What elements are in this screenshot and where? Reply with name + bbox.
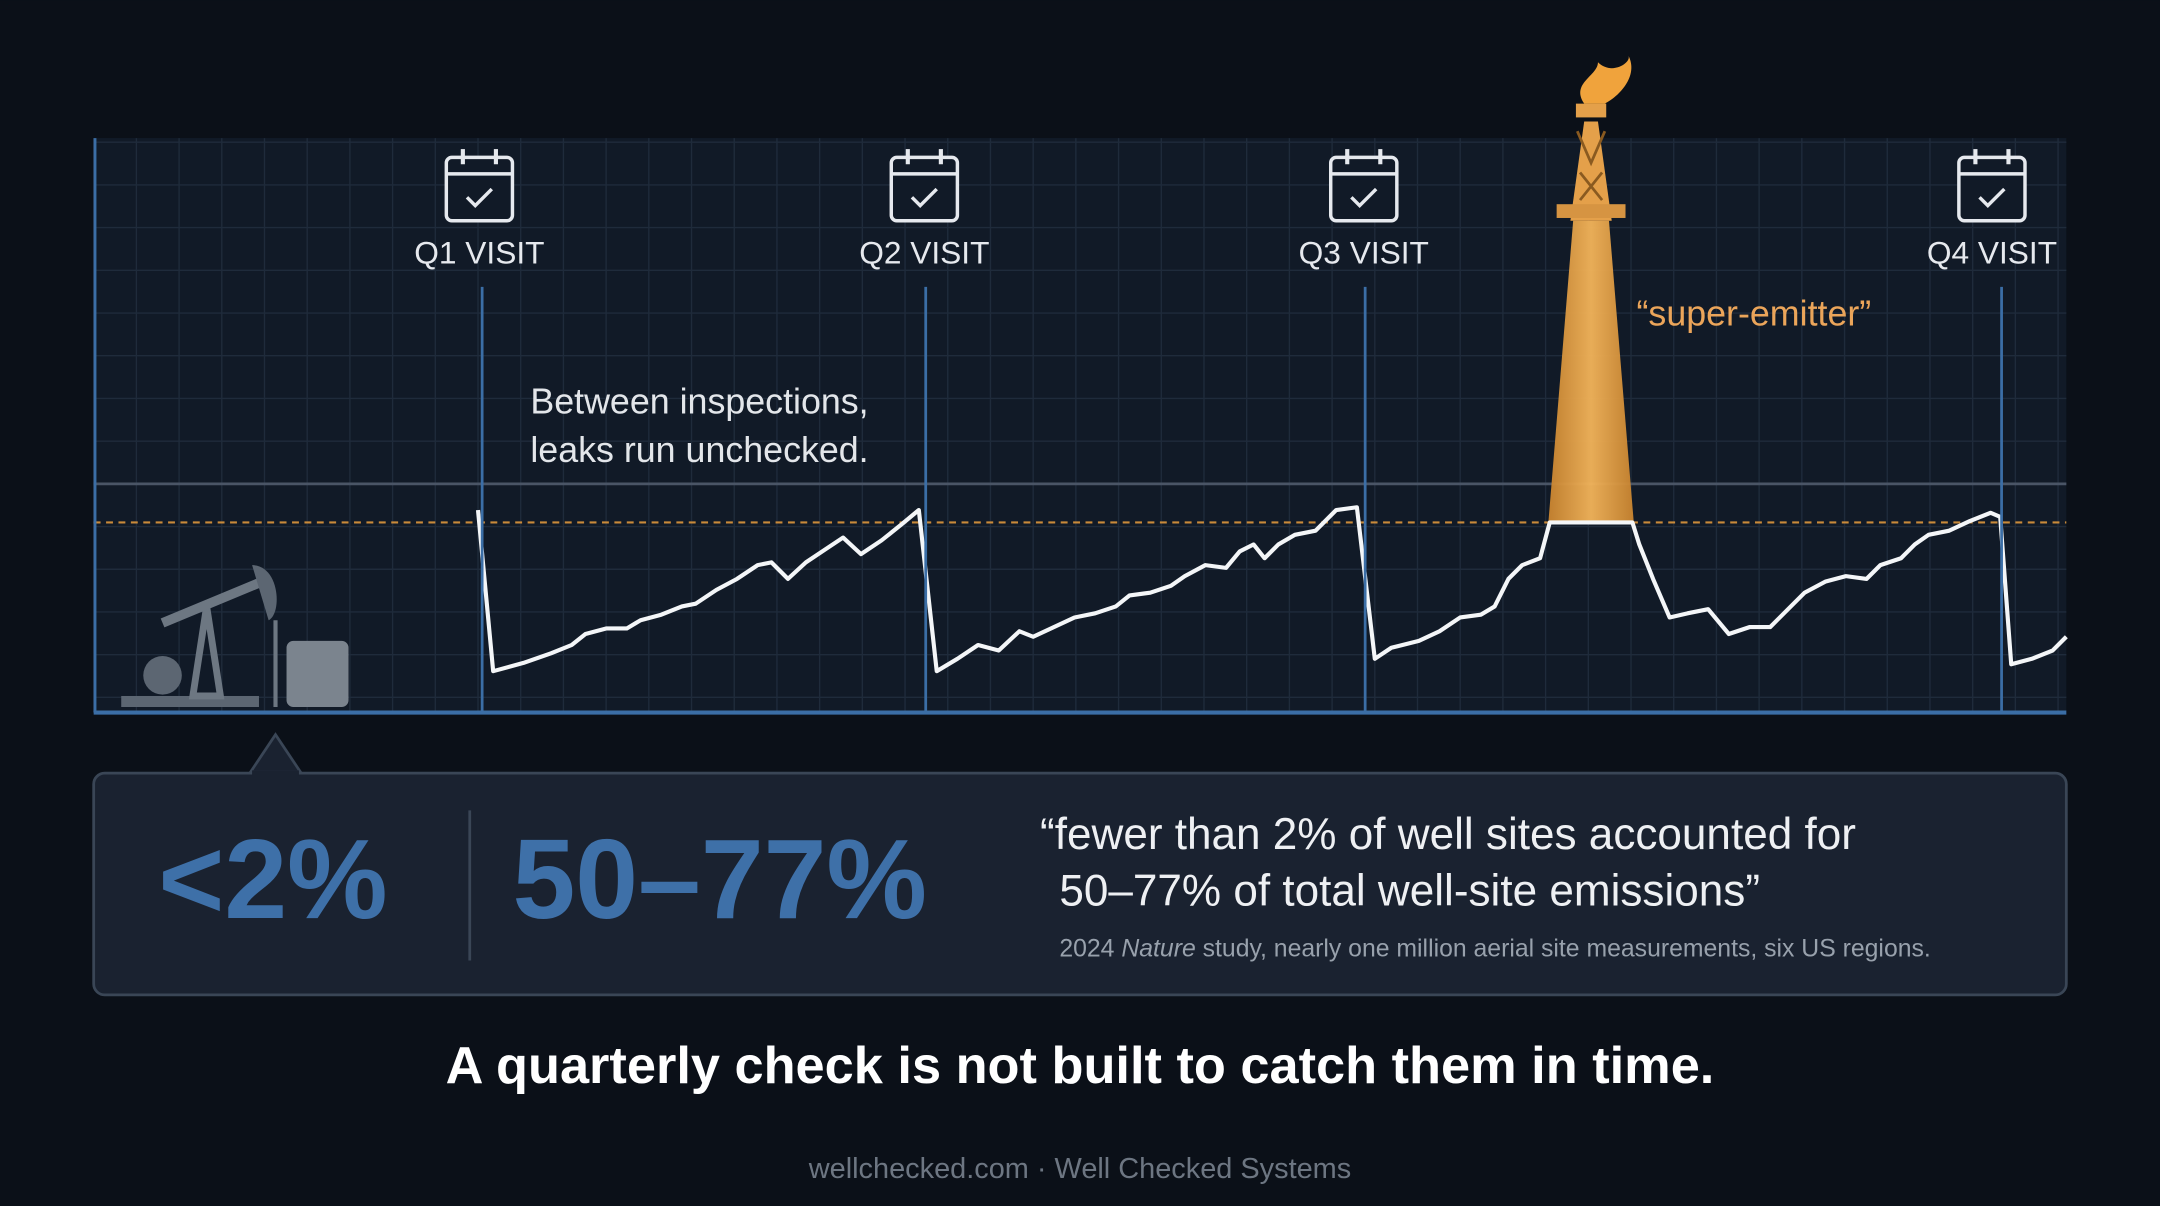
pump-frame — [188, 605, 225, 700]
stat-sites: <2% — [158, 816, 387, 942]
visit-markers: Q1 VISIT Q2 VISIT Q3 VISIT Q4 VISIT — [414, 149, 2057, 713]
visit-label: Q1 VISIT — [414, 234, 544, 270]
calendar-check — [465, 187, 494, 209]
quote-line: “fewer than 2% of well sites accounted f… — [1040, 810, 1856, 859]
super-emitter-tower — [1548, 55, 1634, 523]
calendar-icon — [444, 155, 515, 223]
super-emitter-label: “super-emitter” — [1637, 293, 1872, 333]
stat-emissions: 50–77% — [512, 816, 926, 942]
stats-panel — [92, 771, 2068, 997]
calendar-icon — [889, 155, 960, 223]
pump-head — [252, 565, 277, 621]
source-journal: Nature — [1121, 935, 1195, 962]
calendar-icon — [1328, 155, 1399, 223]
pump-base — [121, 695, 259, 708]
pump-jack — [121, 565, 349, 708]
derrick — [1570, 121, 1612, 221]
emission-curve — [475, 505, 2068, 674]
visit-label: Q2 VISIT — [859, 234, 989, 270]
source: 2024 Nature study, nearly one million aeri… — [1059, 935, 1930, 962]
derrick-truss — [1576, 130, 1607, 201]
pump-beam — [160, 574, 271, 628]
visit-label: Q4 VISIT — [1927, 234, 2057, 270]
derrick-top — [1575, 103, 1607, 118]
emission-line — [475, 505, 2068, 674]
annotation-line: leaks run unchecked. — [530, 430, 868, 470]
source-year: 2024 — [1059, 935, 1114, 962]
annotation-line: Between inspections, — [530, 382, 868, 422]
headline: A quarterly check is not built to catch … — [446, 1037, 1715, 1095]
pump-crank — [143, 656, 182, 695]
tank — [286, 640, 349, 708]
calendar-check — [910, 187, 938, 209]
visit-label: Q3 VISIT — [1299, 234, 1429, 270]
tower-beam — [1548, 220, 1634, 523]
calendar-icon — [1957, 155, 2027, 223]
pointer-join — [252, 770, 299, 776]
quote-line: 50–77% of total well-site emissions” — [1059, 866, 1760, 915]
calendar-check — [1350, 187, 1378, 209]
calendar-check — [1978, 187, 2006, 209]
source-rest: study, nearly one million aerial site me… — [1203, 935, 1931, 962]
footer: wellchecked.com · Well Checked Systems — [808, 1153, 1351, 1185]
platform — [1556, 204, 1626, 218]
flame — [1580, 55, 1632, 104]
